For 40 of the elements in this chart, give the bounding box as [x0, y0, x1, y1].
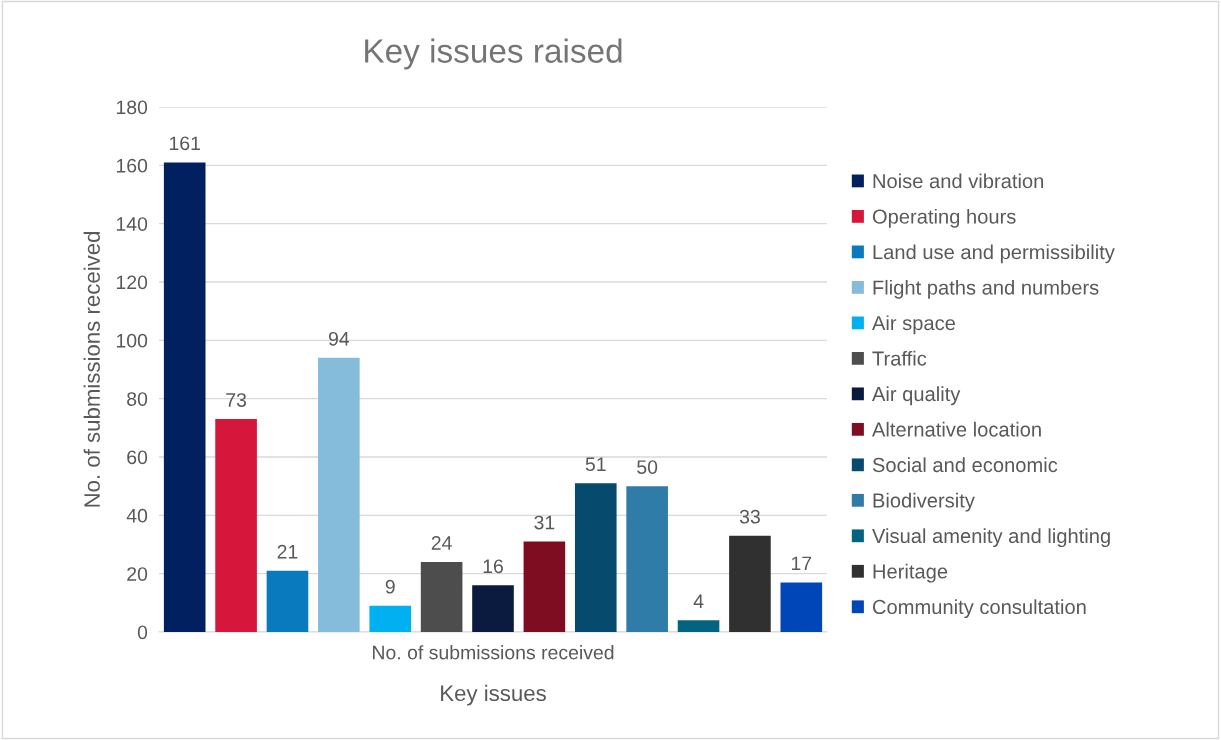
data-label: 50: [637, 460, 658, 474]
data-label: 4: [693, 594, 704, 608]
y-tick-label: 40: [126, 508, 148, 523]
legend-label: Social and economic: [872, 457, 1058, 473]
y-tick-label: 80: [127, 392, 148, 406]
legend-label: Flight paths and numbers: [873, 279, 1099, 299]
y-tick-label: 160: [116, 158, 148, 173]
y-tick-label: 20: [127, 567, 148, 581]
data-label: 31: [534, 515, 555, 530]
legend-label: Noise and vibration: [873, 173, 1044, 189]
y-tick-label: 180: [116, 100, 148, 115]
legend-label: Alternative location: [871, 421, 1041, 437]
data-label: 17: [791, 556, 812, 571]
legend-label: Traffic: [872, 350, 927, 366]
legend-label: Biodiversity: [873, 492, 975, 512]
y-axis-title: No. of submissions received: [83, 231, 100, 507]
data-label: 94: [328, 331, 350, 346]
x-axis-title: Key issues: [441, 684, 546, 706]
chart-title: Key issues raised: [365, 38, 622, 70]
y-tick-label: 100: [116, 333, 148, 348]
legend-label: Heritage: [873, 563, 948, 583]
y-tick-label: 60: [127, 450, 148, 465]
y-tick-label: 0: [137, 625, 148, 640]
data-label: 21: [277, 544, 298, 559]
legend-label: Air quality: [871, 386, 961, 406]
legend-label: Land use and permissibility: [873, 244, 1115, 264]
legend-label: Community consultation: [872, 599, 1086, 619]
data-label: 16: [483, 559, 503, 574]
y-tick-label: 120: [116, 275, 148, 290]
text: No. of submissions received: [373, 645, 614, 660]
data-label: 33: [739, 509, 760, 524]
y-tick-label: 140: [116, 217, 148, 231]
data-label: 51: [585, 457, 606, 472]
data-label: 24: [431, 536, 452, 550]
data-label: 9: [385, 579, 395, 594]
data-label: 161: [169, 136, 200, 151]
legend-label: Air space: [871, 315, 955, 335]
legend-label: Visual amenity and lighting: [872, 528, 1110, 548]
legend-label: Operating hours: [872, 208, 1016, 228]
data-label: 73: [226, 393, 247, 407]
